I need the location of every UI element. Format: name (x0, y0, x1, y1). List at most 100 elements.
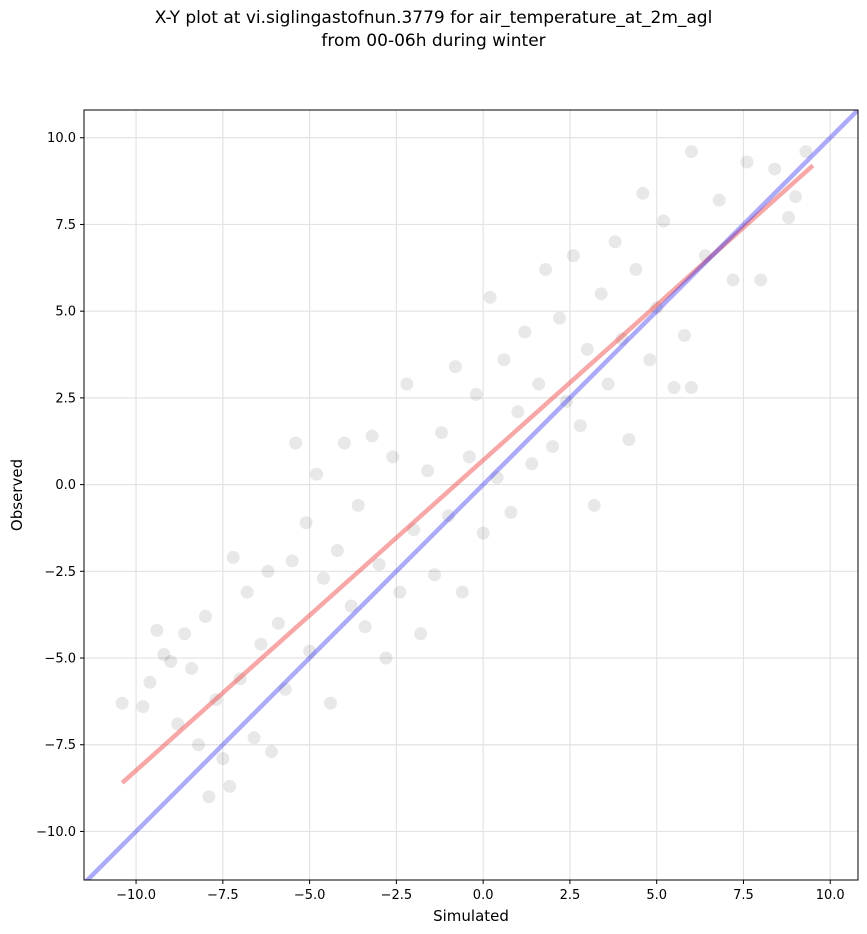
scatter-point (157, 648, 171, 662)
scatter-point (615, 332, 629, 346)
regression-line (120, 163, 815, 785)
scatter-point (247, 731, 261, 745)
scatter-point (421, 464, 435, 478)
scatter-point (428, 568, 442, 582)
identity-line (84, 110, 858, 880)
scatter-point (712, 193, 726, 207)
scatter-point (608, 235, 622, 249)
scatter-point (330, 543, 344, 557)
scatter-point (358, 620, 372, 634)
scatter-point (261, 564, 275, 578)
scatter-point (559, 394, 573, 408)
scatter-point (386, 450, 400, 464)
scatter-point (202, 790, 216, 804)
scatter-point (532, 377, 546, 391)
x-tick-label: 2.5 (560, 888, 581, 903)
scatter-point (636, 186, 650, 200)
grid-lines (84, 110, 858, 880)
scatter-point (136, 700, 150, 714)
scatter-point (223, 779, 237, 793)
scatter-point (698, 249, 712, 263)
scatter-point (264, 745, 278, 759)
scatter-point (299, 516, 313, 530)
scatter-point (601, 377, 615, 391)
x-tick-label: 5.0 (646, 888, 667, 903)
scatter-point (667, 380, 681, 394)
scatter-point (525, 457, 539, 471)
scatter-point (407, 523, 421, 537)
scatter-point (497, 353, 511, 367)
scatter-point (143, 675, 157, 689)
scatter-point (323, 696, 337, 710)
scatter-point (546, 439, 560, 453)
scatter-point (448, 360, 462, 374)
scatter-point (278, 682, 292, 696)
scatter-point (164, 654, 178, 668)
scatter-point (490, 471, 504, 485)
chart-title: X-Y plot at vi.siglingastofnun.3779 for … (154, 8, 713, 28)
scatter-point (150, 623, 164, 637)
scatter-point (198, 609, 212, 623)
scatter-point (476, 526, 490, 540)
scatter-point (573, 419, 587, 433)
scatter-point (115, 696, 129, 710)
scatter-point (629, 263, 643, 277)
x-axis-ticks: −10.0 −7.5 −5.0 −2.5 0.0 2.5 5.0 7.5 10.0 (116, 880, 845, 903)
scatter-point (799, 145, 813, 159)
plot-frame (83, 109, 859, 881)
scatter-point (185, 661, 199, 675)
chart-subtitle: from 00-06h during winter (321, 31, 546, 51)
scatter-point (684, 380, 698, 394)
scatter-point (393, 585, 407, 599)
scatter-point (365, 429, 379, 443)
scatter-point (789, 190, 803, 204)
scatter-point (587, 498, 601, 512)
y-axis-label: Observed (8, 459, 26, 531)
scatter-point (271, 616, 285, 630)
scatter-point (566, 249, 580, 263)
y-tick-label: 5.0 (55, 305, 76, 320)
scatter-point (782, 211, 796, 225)
y-tick-label: 7.5 (55, 218, 76, 233)
scatter-point (337, 436, 351, 450)
scatter-point (344, 599, 358, 613)
scatter-point (511, 405, 525, 419)
scatter-point (434, 426, 448, 440)
x-tick-label: −5.0 (294, 888, 326, 903)
scatter-point (400, 377, 414, 391)
y-tick-label: −10.0 (36, 825, 76, 840)
scatter-point (650, 301, 664, 315)
fit-lines (84, 110, 858, 880)
scatter-point (414, 627, 428, 641)
scatter-point (351, 498, 365, 512)
scatter-point (303, 644, 317, 658)
scatter-point (677, 328, 691, 342)
x-tick-label: 7.5 (733, 888, 754, 903)
scatter-point (240, 585, 254, 599)
y-tick-label: 0.0 (55, 478, 76, 493)
scatter-point (580, 342, 594, 356)
scatter-point (483, 290, 497, 304)
scatter-point (469, 387, 483, 401)
scatter-point (372, 557, 386, 571)
scatter-point (504, 505, 518, 519)
scatter-point (622, 433, 636, 447)
scatter-point (518, 325, 532, 339)
scatter-point (289, 436, 303, 450)
scatter-point (539, 263, 553, 277)
x-tick-label: −7.5 (207, 888, 239, 903)
scatter-point (553, 311, 567, 325)
scatter-point (178, 627, 192, 641)
scatter-point (192, 738, 206, 752)
x-axis-label: Simulated (433, 907, 509, 925)
scatter-point (768, 162, 782, 176)
scatter-point (233, 672, 247, 686)
scatter-point (684, 145, 698, 159)
scatter-point (740, 155, 754, 169)
y-tick-label: −5.0 (44, 652, 76, 667)
scatter-point (441, 509, 455, 523)
y-tick-label: −2.5 (44, 565, 76, 580)
scatter-point (754, 273, 768, 287)
